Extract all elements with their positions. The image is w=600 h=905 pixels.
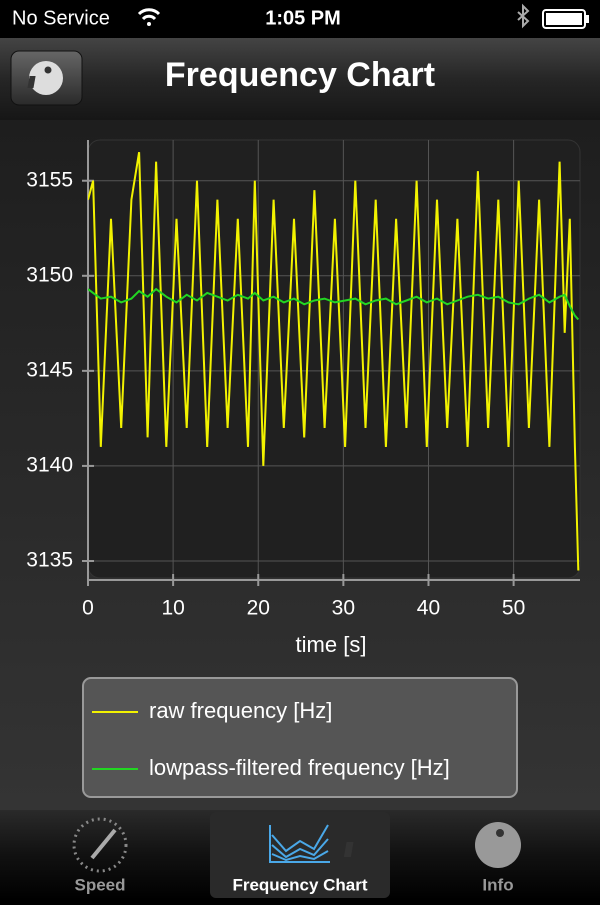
- nav-bar: [0, 38, 600, 120]
- info-button[interactable]: [10, 50, 83, 106]
- legend: [82, 677, 518, 798]
- y-tick-label: 3150: [26, 263, 73, 286]
- battery-icon: [542, 9, 589, 29]
- x-tick-label: 30: [332, 597, 355, 620]
- nav-title: Frequency Chart: [165, 56, 435, 94]
- x-tick-label: 10: [161, 597, 184, 620]
- x-tick-label: 40: [417, 597, 440, 620]
- chart: 3135 3140 3145 3150 3155 0 10 20 30 40 50: [26, 140, 580, 620]
- tab-label[interactable]: Frequency Chart: [232, 875, 367, 894]
- tab-labels: Speed Frequency Chart Info: [74, 875, 513, 894]
- x-tick-label: 0: [82, 597, 94, 620]
- wifi-icon: [137, 8, 161, 26]
- info-tab-icon[interactable]: [343, 822, 521, 868]
- y-tick-label: 3155: [26, 168, 73, 191]
- data-line: [88, 152, 580, 571]
- x-tick-label: 50: [502, 597, 525, 620]
- bluetooth-icon: [517, 3, 530, 29]
- y-tick-label: 3145: [26, 358, 73, 381]
- clock: 1:05 PM: [265, 7, 341, 29]
- legend-label: lowpass-filtered frequency [Hz]: [149, 755, 450, 780]
- x-axis-label: time [s]: [296, 632, 367, 657]
- status-bar: [0, 0, 600, 38]
- tab-label[interactable]: Info: [482, 875, 513, 894]
- data-line: [88, 287, 580, 321]
- y-tick-label: 3140: [26, 453, 73, 476]
- legend-label: raw frequency [Hz]: [149, 698, 332, 723]
- chart-tab-icon[interactable]: [269, 824, 330, 863]
- legend-entries: raw frequency [Hz] lowpass-filtered frequ…: [92, 698, 450, 780]
- speed-tab-icon[interactable]: [72, 817, 128, 873]
- tab-label[interactable]: Speed: [74, 875, 125, 894]
- plot-area: [87, 139, 581, 579]
- carrier: No Service: [12, 7, 110, 29]
- y-tick-label: 3135: [26, 549, 73, 572]
- x-tick-label: 20: [247, 597, 270, 620]
